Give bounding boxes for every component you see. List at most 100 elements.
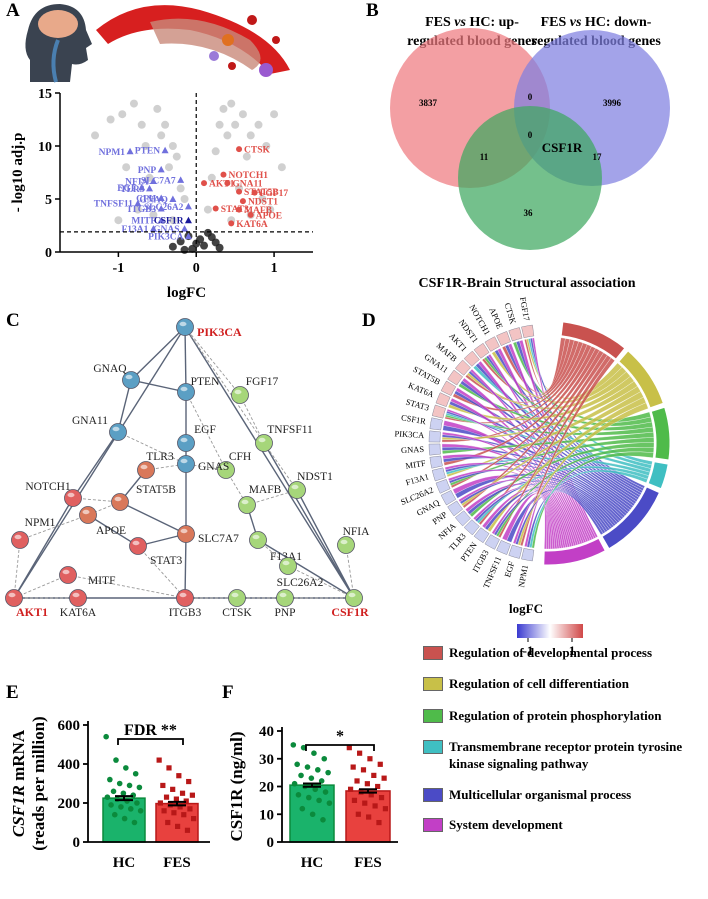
point xyxy=(236,206,243,213)
network-node xyxy=(69,589,87,607)
point xyxy=(211,147,220,156)
significance-label: FDR ** xyxy=(124,722,177,739)
network-node xyxy=(279,557,297,575)
network-node xyxy=(5,589,23,607)
point xyxy=(215,120,224,129)
node-highlight xyxy=(258,437,266,443)
point xyxy=(168,242,177,251)
point-label: MITF xyxy=(131,217,156,227)
gene-label: PIK3CA xyxy=(394,428,425,440)
colorbar-tick-label: -1 xyxy=(523,643,534,658)
y-tick-label: 400 xyxy=(58,757,81,773)
point xyxy=(114,216,123,225)
network-node xyxy=(228,589,246,607)
chord-ribbon xyxy=(501,493,551,550)
venn-diagram: FES vs HC: up- regulated blood genes FES… xyxy=(390,15,670,291)
point-label: TNFSF11 xyxy=(94,200,133,210)
node-label: PNP xyxy=(274,607,295,619)
point xyxy=(161,146,169,154)
point xyxy=(141,142,150,150)
y-axis-label: CSF1R mRNA xyxy=(9,729,28,837)
data-point xyxy=(376,819,382,826)
data-point xyxy=(181,812,187,818)
panel-label: C xyxy=(6,310,20,331)
network-node xyxy=(177,525,195,543)
data-point xyxy=(170,786,176,792)
data-point xyxy=(184,827,191,833)
network-node xyxy=(177,434,195,452)
data-point xyxy=(364,781,370,787)
node-highlight xyxy=(180,386,188,392)
node-label: ITGB3 xyxy=(169,607,202,619)
data-point xyxy=(375,783,381,790)
gene-label: STAT3 xyxy=(405,397,431,413)
point xyxy=(238,110,247,119)
point xyxy=(129,99,138,108)
point xyxy=(184,216,192,224)
network-edge xyxy=(263,442,355,599)
network-node xyxy=(59,566,77,584)
point-label: PNP xyxy=(138,166,157,176)
point xyxy=(258,195,267,203)
network-edge xyxy=(19,514,89,541)
point xyxy=(227,99,236,108)
pathway-segment xyxy=(543,537,606,566)
node-label: CFH xyxy=(229,451,251,463)
network-edge xyxy=(184,326,241,396)
data-point xyxy=(362,800,368,806)
point xyxy=(161,120,170,129)
colorbar-label: logFC xyxy=(509,601,543,616)
data-point xyxy=(346,745,352,751)
x-tick-label: 0 xyxy=(193,261,200,276)
node-label: AKT1 xyxy=(16,605,48,619)
gene-segment xyxy=(473,342,490,359)
node-highlight xyxy=(180,437,188,443)
data-point xyxy=(300,744,307,751)
venn-title: CSF1R-Brain Structural association xyxy=(419,276,636,291)
venn-title-part: FES xyxy=(541,15,567,30)
node-highlight xyxy=(72,592,80,598)
data-point xyxy=(372,803,378,809)
gene-segment xyxy=(428,443,441,456)
gene-segment xyxy=(463,350,480,367)
gene-label: MITF xyxy=(405,458,427,471)
data-point xyxy=(381,775,387,781)
network-edge xyxy=(345,544,355,599)
error-bar xyxy=(303,782,321,788)
gene-label: EGF xyxy=(502,560,516,579)
data-point xyxy=(291,780,298,787)
node-label: TNFSF11 xyxy=(267,424,313,436)
point-label: FGF17 xyxy=(260,189,289,199)
network-edge xyxy=(257,539,355,599)
point xyxy=(157,131,166,140)
data-point xyxy=(108,802,114,808)
point-label: ITGB3 xyxy=(128,205,157,215)
point xyxy=(157,216,165,224)
node-highlight xyxy=(125,374,133,380)
data-point xyxy=(131,819,138,826)
network-edge xyxy=(72,431,119,499)
y-axis-label: CSF1R (ng/ml) xyxy=(227,731,246,841)
point xyxy=(122,163,131,172)
y-tick-label: 10 xyxy=(38,140,52,155)
data-point xyxy=(116,780,123,787)
data-point xyxy=(166,765,172,771)
y-tick-label: 600 xyxy=(58,718,81,734)
legend-label: Multicellular organismal process xyxy=(449,787,632,802)
point-label: CSF1R xyxy=(154,217,184,227)
gene-segment xyxy=(431,467,446,482)
point xyxy=(196,235,205,244)
data-point xyxy=(322,789,329,795)
data-point xyxy=(189,792,195,798)
data-point xyxy=(126,782,133,789)
data-point xyxy=(113,757,119,763)
network-edge xyxy=(117,431,187,465)
point xyxy=(207,173,216,182)
illustration xyxy=(25,4,290,83)
gene-segment xyxy=(484,534,500,550)
y-tick-label: 15 xyxy=(38,87,52,102)
legend-swatch xyxy=(423,646,443,660)
node-label: NFIA xyxy=(343,526,371,538)
